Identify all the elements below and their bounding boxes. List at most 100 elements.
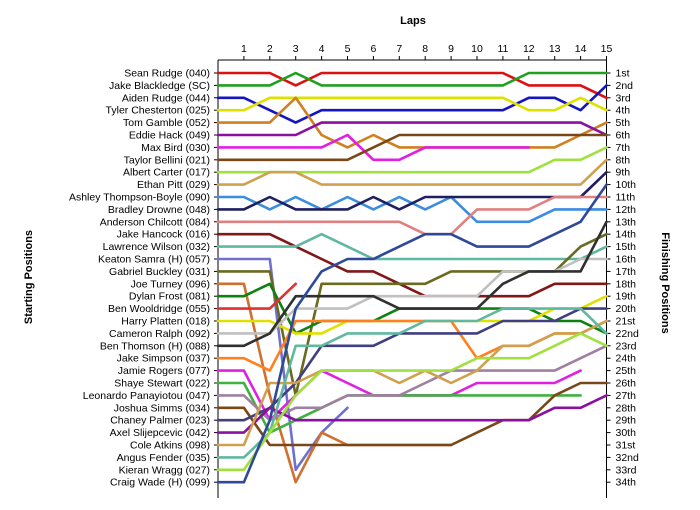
driver-line bbox=[216, 71, 608, 87]
driver-label: Jake Simpson (037) bbox=[117, 353, 210, 365]
finishing-label: 22nd bbox=[616, 328, 640, 340]
driver-label: Ben Wooldridge (055) bbox=[108, 303, 210, 315]
driver-label: Cameron Ralph (092) bbox=[109, 328, 210, 340]
finishing-label: 16th bbox=[616, 254, 637, 266]
driver-line bbox=[216, 84, 608, 124]
lap-tick-label: 13 bbox=[549, 43, 561, 55]
driver-label: Joe Turney (096) bbox=[131, 278, 210, 290]
driver-label: Leonardo Panayiotou (047) bbox=[83, 390, 210, 402]
finishing-label: 19th bbox=[616, 291, 637, 303]
driver-line bbox=[216, 282, 453, 484]
driver-label: Craig Wade (H) (099) bbox=[110, 477, 210, 489]
driver-label: Cole Atkins (098) bbox=[130, 440, 210, 452]
driver-label: Jake Blackledge (SC) bbox=[109, 80, 210, 92]
finishing-label: 26th bbox=[616, 378, 637, 390]
driver-label: Angus Fender (035) bbox=[117, 452, 210, 464]
driver-label: Albert Carter (017) bbox=[123, 167, 210, 179]
driver-line bbox=[216, 232, 608, 298]
driver-label: Lawrence Wilson (032) bbox=[103, 241, 210, 253]
driver-label: Max Bird (030) bbox=[141, 142, 210, 154]
lap-tick-label: 7 bbox=[396, 43, 402, 55]
lap-tick-label: 2 bbox=[267, 43, 273, 55]
finishing-label: 29th bbox=[616, 415, 637, 427]
lap-tick-label: 11 bbox=[497, 43, 508, 55]
lap-tick-label: 3 bbox=[293, 43, 299, 55]
driver-label: Jake Hancock (016) bbox=[117, 229, 210, 241]
driver-line bbox=[216, 232, 608, 261]
driver-line bbox=[216, 319, 608, 447]
finishing-label: 11th bbox=[616, 192, 636, 204]
driver-label: Sean Rudge (040) bbox=[124, 68, 210, 80]
finishing-label: 27th bbox=[616, 390, 637, 402]
driver-label: Gabriel Buckley (031) bbox=[109, 266, 210, 278]
finishing-label: 13th bbox=[616, 216, 637, 228]
finishing-label: 2nd bbox=[616, 80, 634, 92]
finishing-label: 4th bbox=[616, 105, 631, 117]
chart-title: Laps bbox=[400, 15, 426, 27]
driver-label: Tyler Chesterton (025) bbox=[106, 105, 210, 117]
finishing-label: 12th bbox=[616, 204, 637, 216]
lap-tick-label: 5 bbox=[345, 43, 351, 55]
driver-label: Kieran Wragg (027) bbox=[119, 464, 210, 476]
driver-label: Shaye Stewart (022) bbox=[114, 378, 210, 390]
driver-line bbox=[216, 220, 608, 348]
driver-label: Anderson Chilcott (084) bbox=[100, 216, 210, 228]
y-axis-label-right: Finishing Positions bbox=[659, 232, 671, 333]
driver-label: Keaton Samra (H) (057) bbox=[98, 254, 210, 266]
driver-label: Eddie Hack (049) bbox=[129, 130, 210, 142]
finishing-label: 20th bbox=[616, 303, 637, 315]
driver-label: Ashley Thompson-Boyle (090) bbox=[69, 192, 210, 204]
driver-label: Joshua Simms (034) bbox=[114, 402, 210, 414]
finishing-label: 3rd bbox=[616, 92, 631, 104]
driver-line bbox=[216, 381, 608, 447]
finishing-label: 32nd bbox=[616, 452, 640, 464]
driver-label: Aiden Rudge (044) bbox=[122, 92, 210, 104]
lap-tick-label: 14 bbox=[575, 43, 587, 55]
finishing-label: 15th bbox=[616, 241, 637, 253]
finishing-label: 24th bbox=[616, 353, 637, 365]
lap-tick-label: 10 bbox=[471, 43, 483, 55]
finishing-label: 31st bbox=[616, 440, 636, 452]
finishing-label: 28th bbox=[616, 402, 637, 414]
finishing-label: 25th bbox=[616, 365, 637, 377]
finishing-label: 1st bbox=[616, 68, 630, 80]
lap-tick-label: 4 bbox=[319, 43, 325, 55]
finishing-label: 7th bbox=[616, 142, 631, 154]
driver-label: Harry Platten (018) bbox=[121, 316, 210, 328]
driver-line bbox=[216, 170, 608, 211]
driver-line bbox=[216, 158, 608, 186]
driver-line bbox=[216, 282, 298, 310]
driver-line bbox=[216, 307, 608, 422]
driver-label: Bradley Drowne (048) bbox=[108, 204, 210, 216]
driver-label: Ben Thomson (H) (088) bbox=[100, 340, 210, 352]
finishing-label: 14th bbox=[616, 229, 637, 241]
finishing-label: 30th bbox=[616, 427, 637, 439]
finishing-label: 21st bbox=[616, 316, 636, 328]
y-axis-label-left: Starting Positions bbox=[23, 230, 35, 324]
driver-line bbox=[216, 133, 608, 162]
finishing-label: 18th bbox=[616, 278, 637, 290]
driver-line bbox=[216, 121, 608, 137]
driver-label: Axel Slijepcevic (042) bbox=[110, 427, 210, 439]
finishing-label: 33rd bbox=[616, 464, 637, 476]
driver-label: Taylor Bellini (021) bbox=[124, 154, 210, 166]
driver-line bbox=[216, 133, 531, 162]
driver-line bbox=[216, 332, 608, 472]
finishing-label: 34th bbox=[616, 477, 637, 489]
driver-line bbox=[216, 195, 608, 236]
lap-tick-label: 8 bbox=[422, 43, 428, 55]
lap-tick-label: 12 bbox=[523, 43, 535, 55]
finishing-label: 9th bbox=[616, 167, 631, 179]
lap-tick-label: 15 bbox=[601, 43, 613, 55]
lap-tick-label: 6 bbox=[370, 43, 376, 55]
finishing-label: 17th bbox=[616, 266, 637, 278]
driver-line bbox=[216, 96, 608, 112]
driver-label: Jamie Rogers (077) bbox=[118, 365, 210, 377]
driver-label: Ethan Pitt (029) bbox=[137, 179, 210, 191]
finishing-label: 5th bbox=[616, 117, 631, 129]
driver-line bbox=[216, 307, 608, 459]
finishing-label: 6th bbox=[616, 130, 631, 142]
driver-label: Chaney Palmer (023) bbox=[110, 415, 210, 427]
driver-line bbox=[216, 183, 608, 484]
